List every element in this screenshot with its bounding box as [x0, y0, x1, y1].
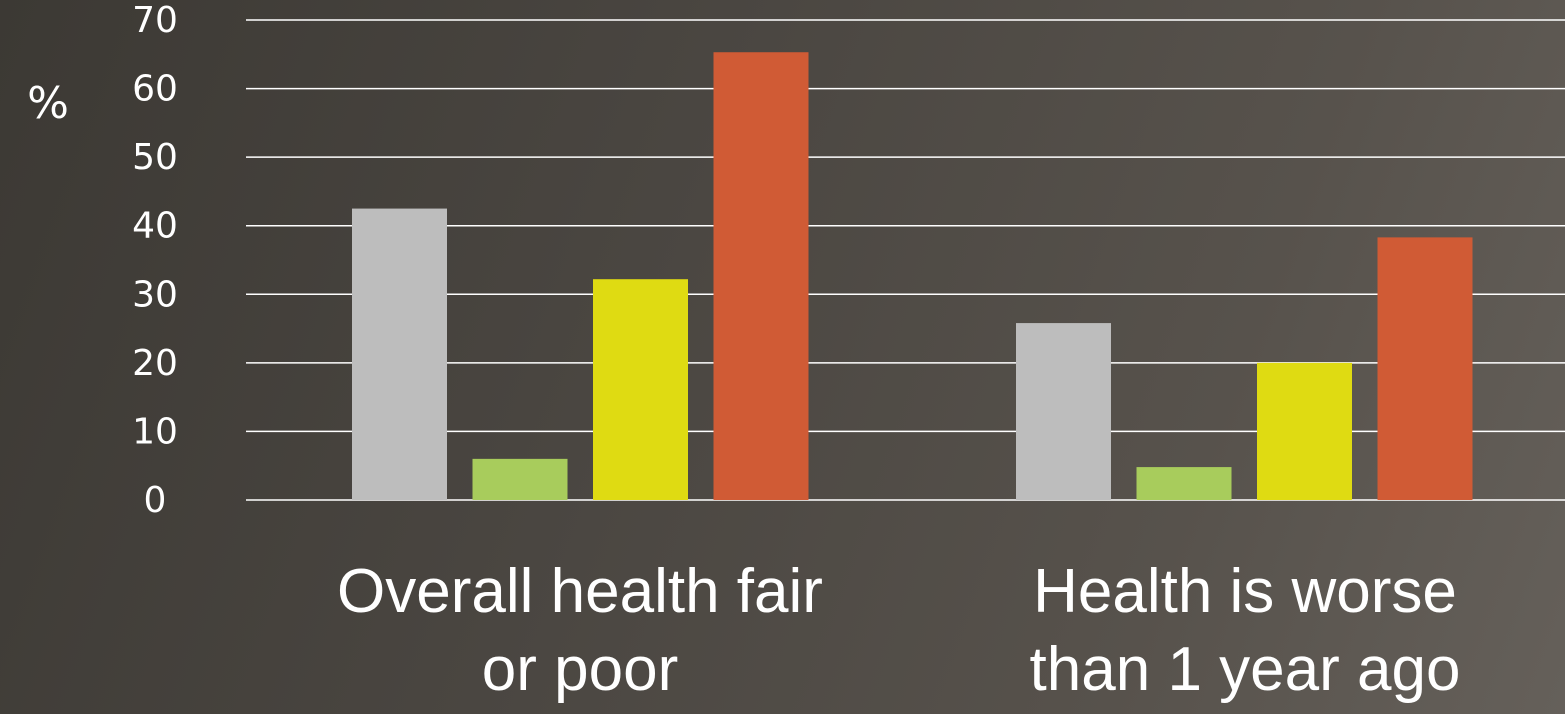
gridlines	[246, 19, 1565, 501]
bar-series-1-category-2	[1016, 323, 1111, 500]
y-tick-label: 30	[132, 274, 178, 315]
bar-series-3-category-2	[1257, 362, 1352, 500]
y-tick-label: 50	[132, 137, 178, 178]
bar-series-3-category-1	[593, 279, 688, 500]
y-tick-label: 70	[132, 0, 178, 41]
y-tick-label: 10	[132, 411, 178, 452]
y-tick-label: 40	[132, 206, 178, 247]
y-axis-tick-labels: 0 10 20 30 40 50 60 70	[132, 0, 178, 521]
category-labels: Overall health fair or poor Health is wors…	[337, 557, 1460, 704]
y-axis-label: %	[27, 78, 69, 129]
category-label: Health is worse than 1 year ago	[1030, 557, 1461, 704]
y-tick-label: 60	[132, 69, 178, 110]
bar-series-2-category-2	[1136, 467, 1232, 500]
y-tick-label: 0	[144, 480, 167, 521]
bar-series-4-category-1	[713, 52, 809, 500]
y-tick-label: 20	[132, 343, 178, 384]
bar-series-1-category-1	[352, 208, 447, 501]
bars	[352, 52, 1473, 501]
bar-series-4-category-2	[1377, 237, 1473, 500]
bar-series-2-category-1	[472, 458, 568, 500]
category-label: Overall health fair or poor	[337, 557, 823, 704]
